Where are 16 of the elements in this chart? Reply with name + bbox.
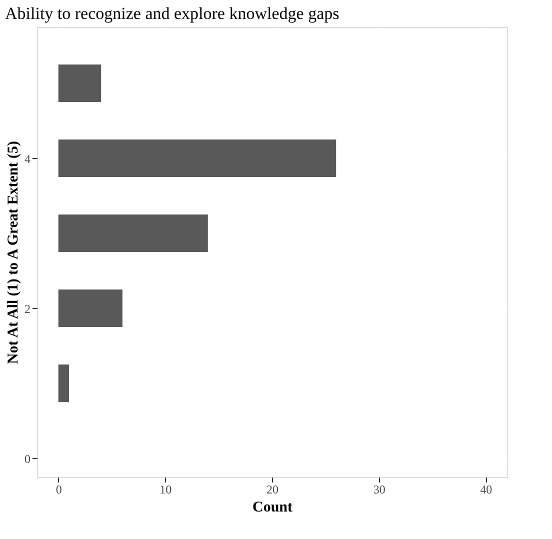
y-tick-label: 2 [24,302,30,316]
bar [58,140,336,177]
y-tick-label: 0 [24,452,30,466]
bar [58,290,122,327]
bar [58,214,208,252]
y-tick-label: 4 [24,152,30,166]
y-axis-title: Not At All (1) to A Great Extent (5) [6,140,22,364]
x-tick-label: 20 [266,482,278,496]
x-axis-title: Count [252,500,293,516]
bar [58,364,70,402]
x-tick-label: 10 [160,482,172,496]
x-tick-label: 40 [480,482,492,496]
chart-title: Ability to recognize and explore knowledge gaps [5,4,340,23]
x-tick-label: 30 [373,482,386,496]
bar [58,64,102,102]
x-tick-label: 0 [56,482,62,496]
